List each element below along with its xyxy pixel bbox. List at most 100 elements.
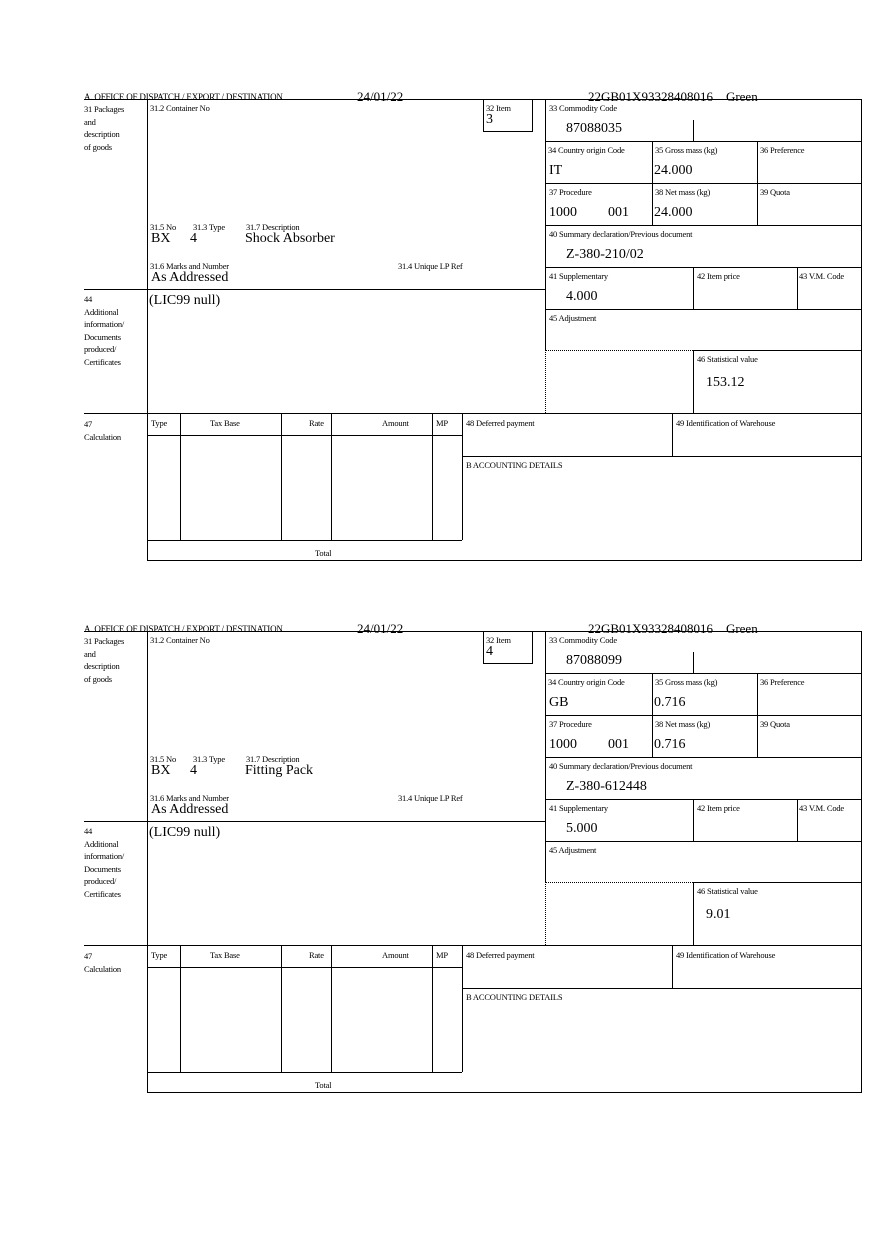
divider: [147, 435, 462, 436]
packages-label: 31 Packages and description of goods: [84, 104, 125, 152]
marks-value: As Addressed: [151, 270, 229, 285]
divider: [545, 673, 862, 674]
item-label: 32 Item: [486, 103, 511, 113]
divider: [693, 652, 694, 673]
divider: [462, 945, 463, 1072]
procedure-extension: 001: [608, 205, 629, 220]
statistical-value: 153.12: [706, 375, 745, 390]
divider: [532, 99, 533, 131]
marks-label: 31.6 Marks and Number: [150, 261, 229, 271]
divider: [861, 631, 862, 1093]
calc-type-header: Type: [151, 950, 168, 960]
declaration-reference: 22GB01X93328408016 Green: [588, 621, 758, 636]
dotted-divider: [545, 350, 546, 413]
divider: [483, 131, 533, 132]
divider: [84, 631, 862, 632]
procedure-label: 37 Procedure: [549, 187, 592, 197]
procedure-extension: 001: [608, 737, 629, 752]
commodity-code: 87088035: [566, 121, 622, 136]
divider: [331, 945, 332, 1072]
divider: [462, 456, 862, 457]
divider: [180, 413, 181, 540]
divider: [483, 631, 484, 663]
additional-info-value: (LIC99 null): [149, 825, 221, 840]
calc-tax-base-header: Tax Base: [210, 418, 240, 428]
gross-mass: 0.716: [654, 695, 686, 710]
procedure-label: 37 Procedure: [549, 719, 592, 729]
divider: [545, 799, 862, 800]
description-label: 31.7 Description: [246, 222, 300, 232]
country-origin: GB: [549, 695, 569, 710]
procedure: 1000: [549, 737, 577, 752]
divider: [180, 945, 181, 1072]
divider: [757, 673, 758, 757]
calculation-label: 47 Calculation: [84, 419, 121, 442]
calc-rate-header: Rate: [309, 950, 324, 960]
divider: [693, 120, 694, 141]
divider: [462, 988, 862, 989]
divider: [693, 350, 694, 413]
net-mass-label: 38 Net mass (kg): [655, 187, 711, 197]
accounting-details-label: B ACCOUNTING DETAILS: [466, 992, 563, 1002]
calc-mp-header: MP: [436, 418, 448, 428]
divider: [693, 882, 862, 883]
commodity-code-label: 33 Commodity Code: [549, 103, 617, 113]
divider: [797, 267, 798, 309]
preference-label: 36 Preference: [760, 145, 805, 155]
calc-mp-header: MP: [436, 950, 448, 960]
divider: [532, 631, 533, 663]
item-number: 3: [486, 112, 493, 127]
marks-label: 31.6 Marks and Number: [150, 793, 229, 803]
container-no-label: 31.2 Container No: [150, 103, 210, 113]
divider: [147, 1072, 462, 1073]
declaration-item-section: A. OFFICE OF DISPATCH / EXPORT / DESTINA…: [0, 620, 882, 1100]
net-mass-label: 38 Net mass (kg): [655, 719, 711, 729]
office-label: A. OFFICE OF DISPATCH / EXPORT / DESTINA…: [84, 624, 283, 634]
calc-amount-header: Amount: [382, 950, 409, 960]
calculation-label: 47 Calculation: [84, 951, 121, 974]
quota-label: 39 Quota: [760, 719, 790, 729]
gross-mass: 24.000: [654, 163, 693, 178]
vm-code-label: 43 V.M. Code: [799, 803, 844, 813]
dotted-divider: [545, 350, 693, 351]
divider: [545, 183, 862, 184]
divider: [545, 99, 546, 350]
pkg-no-label: 31.5 No: [150, 222, 176, 232]
divider: [545, 631, 546, 882]
procedure: 1000: [549, 205, 577, 220]
unique-lp-ref-label: 31.4 Unique LP Ref: [398, 793, 463, 803]
pkg-no: BX: [151, 231, 171, 246]
warehouse-label: 49 Identification of Warehouse: [676, 418, 776, 428]
divider: [147, 540, 462, 541]
divider: [483, 663, 533, 664]
description-label: 31.7 Description: [246, 754, 300, 764]
deferred-payment-label: 48 Deferred payment: [466, 950, 535, 960]
commodity-code: 87088099: [566, 653, 622, 668]
calc-amount-header: Amount: [382, 418, 409, 428]
divider: [281, 945, 282, 1072]
item-price-label: 42 Item price: [697, 271, 740, 281]
divider: [693, 882, 694, 945]
supplementary-label: 41 Supplementary: [549, 271, 608, 281]
deferred-payment-label: 48 Deferred payment: [466, 418, 535, 428]
divider: [693, 799, 694, 841]
gross-mass-label: 35 Gross mass (kg): [655, 677, 718, 687]
divider: [462, 413, 463, 540]
divider: [331, 413, 332, 540]
divider: [652, 673, 653, 757]
divider: [693, 267, 694, 309]
divider: [84, 821, 546, 822]
summary-declaration-label: 40 Summary declaration/Previous document: [549, 761, 693, 771]
pkg-type-label: 31.3 Type: [193, 754, 225, 764]
net-mass: 24.000: [654, 205, 693, 220]
divider: [84, 99, 862, 100]
divider: [861, 99, 862, 561]
warehouse-label: 49 Identification of Warehouse: [676, 950, 776, 960]
pkg-type: 4: [190, 763, 197, 778]
supplementary-label: 41 Supplementary: [549, 803, 608, 813]
divider: [797, 799, 798, 841]
divider: [757, 141, 758, 225]
accounting-details-label: B ACCOUNTING DETAILS: [466, 460, 563, 470]
marks-value: As Addressed: [151, 802, 229, 817]
